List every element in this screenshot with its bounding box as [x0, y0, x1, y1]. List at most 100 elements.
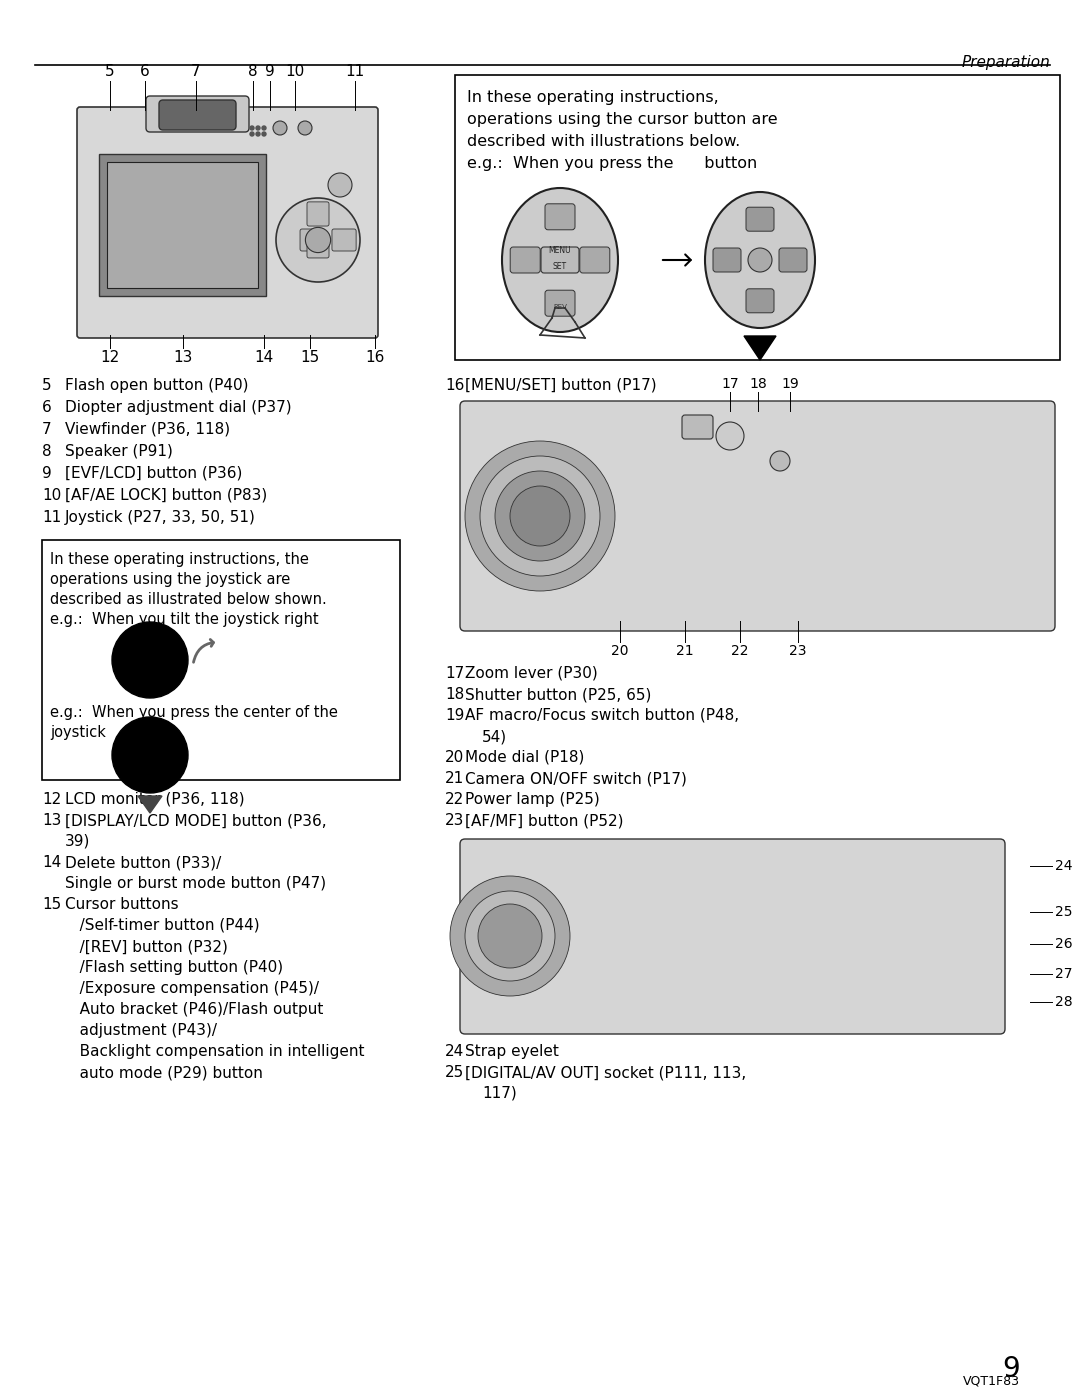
Text: 11: 11	[346, 64, 365, 80]
Circle shape	[273, 122, 287, 136]
FancyBboxPatch shape	[300, 229, 324, 251]
Text: SET: SET	[553, 263, 567, 271]
FancyBboxPatch shape	[580, 247, 610, 272]
Text: 17: 17	[445, 666, 464, 680]
Circle shape	[478, 904, 542, 968]
Text: 15: 15	[42, 897, 62, 912]
Text: [DIGITAL/AV OUT] socket (P111, 113,: [DIGITAL/AV OUT] socket (P111, 113,	[465, 1065, 746, 1080]
Text: Single or burst mode button (P47): Single or burst mode button (P47)	[65, 876, 326, 891]
Text: 14: 14	[255, 351, 273, 365]
Circle shape	[256, 126, 260, 130]
Circle shape	[249, 131, 254, 136]
Text: 23: 23	[789, 644, 807, 658]
Text: 9: 9	[1002, 1355, 1020, 1383]
Text: 7: 7	[42, 422, 52, 437]
Text: 22: 22	[445, 792, 464, 807]
Bar	[455, 75, 1059, 360]
Text: Viewfinder (P36, 118): Viewfinder (P36, 118)	[65, 422, 230, 437]
Text: operations using the joystick are: operations using the joystick are	[50, 571, 291, 587]
FancyBboxPatch shape	[746, 289, 774, 313]
Text: Cursor buttons: Cursor buttons	[65, 897, 178, 912]
FancyBboxPatch shape	[460, 401, 1055, 631]
Text: Power lamp (P25): Power lamp (P25)	[465, 792, 599, 807]
Text: described as illustrated below shown.: described as illustrated below shown.	[50, 592, 327, 608]
Text: 10: 10	[285, 64, 305, 80]
Text: 6: 6	[140, 64, 150, 80]
Circle shape	[328, 173, 352, 197]
FancyBboxPatch shape	[545, 291, 575, 316]
FancyBboxPatch shape	[541, 247, 579, 272]
Text: /Self-timer button (P44): /Self-timer button (P44)	[65, 918, 259, 933]
FancyBboxPatch shape	[332, 229, 356, 251]
Text: e.g.:  When you press the center of the: e.g.: When you press the center of the	[50, 705, 338, 719]
Polygon shape	[744, 337, 777, 360]
Text: /[REV] button (P32): /[REV] button (P32)	[65, 939, 228, 954]
Text: 39): 39)	[65, 834, 91, 849]
Text: Zoom lever (P30): Zoom lever (P30)	[465, 666, 597, 680]
Text: 27: 27	[1055, 967, 1072, 981]
Text: /Flash setting button (P40): /Flash setting button (P40)	[65, 960, 283, 975]
Text: 14: 14	[42, 855, 62, 870]
FancyBboxPatch shape	[146, 96, 249, 131]
Circle shape	[510, 486, 570, 546]
FancyBboxPatch shape	[779, 249, 807, 272]
Text: Speaker (P91): Speaker (P91)	[65, 444, 173, 460]
Text: 18: 18	[445, 687, 464, 703]
Ellipse shape	[502, 189, 618, 332]
Text: 20: 20	[445, 750, 464, 766]
Text: [MENU/SET] button (P17): [MENU/SET] button (P17)	[465, 379, 657, 393]
Text: Mode dial (P18): Mode dial (P18)	[465, 750, 584, 766]
Text: 18: 18	[750, 377, 767, 391]
Text: operations using the cursor button are: operations using the cursor button are	[467, 112, 778, 127]
Text: adjustment (P43)/: adjustment (P43)/	[65, 1023, 217, 1038]
Circle shape	[465, 891, 555, 981]
Text: 12: 12	[100, 351, 120, 365]
FancyBboxPatch shape	[77, 108, 378, 338]
Text: Diopter adjustment dial (P37): Diopter adjustment dial (P37)	[65, 400, 292, 415]
Circle shape	[480, 455, 600, 576]
Text: 13: 13	[173, 351, 192, 365]
Text: 16: 16	[365, 351, 384, 365]
Text: joystick: joystick	[50, 725, 106, 740]
Text: Delete button (P33)/: Delete button (P33)/	[65, 855, 221, 870]
Text: e.g.:  When you press the      button: e.g.: When you press the button	[467, 156, 757, 170]
Text: In these operating instructions, the: In these operating instructions, the	[50, 552, 309, 567]
Circle shape	[256, 131, 260, 136]
Circle shape	[249, 126, 254, 130]
Circle shape	[112, 622, 188, 698]
Text: 16: 16	[445, 379, 464, 393]
FancyBboxPatch shape	[307, 233, 329, 258]
Circle shape	[262, 126, 266, 130]
Text: 28: 28	[1055, 995, 1072, 1009]
Text: e.g.:  When you tilt the joystick right: e.g.: When you tilt the joystick right	[50, 612, 319, 627]
Circle shape	[770, 451, 789, 471]
Text: 117): 117)	[482, 1085, 516, 1101]
Circle shape	[262, 131, 266, 136]
Text: 8: 8	[42, 444, 52, 460]
Text: auto mode (P29) button: auto mode (P29) button	[65, 1065, 262, 1080]
Text: LCD monitor (P36, 118): LCD monitor (P36, 118)	[65, 792, 245, 807]
Text: 9: 9	[42, 467, 52, 481]
Text: 26: 26	[1055, 937, 1072, 951]
FancyBboxPatch shape	[545, 204, 575, 229]
Text: [AF/MF] button (P52): [AF/MF] button (P52)	[465, 813, 623, 828]
Text: 11: 11	[42, 510, 62, 525]
Text: [EVF/LCD] button (P36): [EVF/LCD] button (P36)	[65, 467, 242, 481]
Circle shape	[748, 249, 772, 272]
Text: [DISPLAY/LCD MODE] button (P36,: [DISPLAY/LCD MODE] button (P36,	[65, 813, 326, 828]
Circle shape	[716, 422, 744, 450]
Text: 24: 24	[1055, 859, 1072, 873]
Text: 19: 19	[445, 708, 464, 724]
Text: 8: 8	[248, 64, 258, 80]
FancyBboxPatch shape	[307, 203, 329, 226]
Text: Flash open button (P40): Flash open button (P40)	[65, 379, 248, 393]
FancyBboxPatch shape	[159, 101, 237, 130]
Text: 13: 13	[42, 813, 62, 828]
Circle shape	[298, 122, 312, 136]
FancyBboxPatch shape	[510, 247, 540, 272]
Text: Camera ON/OFF switch (P17): Camera ON/OFF switch (P17)	[465, 771, 687, 787]
Text: Auto bracket (P46)/Flash output: Auto bracket (P46)/Flash output	[65, 1002, 323, 1017]
Text: 5: 5	[105, 64, 114, 80]
Text: In these operating instructions,: In these operating instructions,	[467, 89, 719, 105]
FancyBboxPatch shape	[107, 162, 258, 288]
